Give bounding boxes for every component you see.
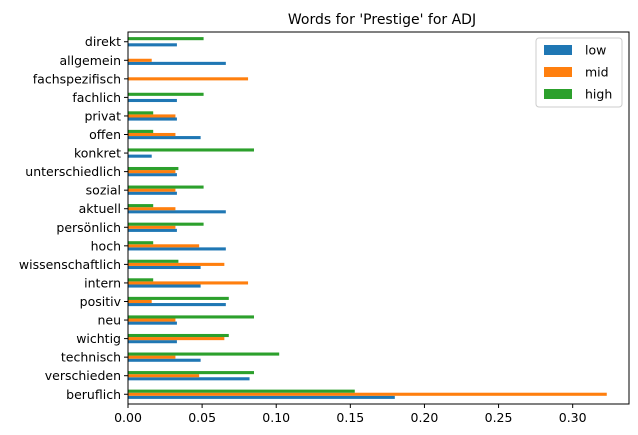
bar-low-fachlich	[128, 98, 177, 103]
bar-high-beruflich	[128, 389, 355, 393]
y-tick-label: neu	[97, 313, 121, 328]
bar-high-positiv	[128, 296, 229, 300]
y-tick-label: unterschiedlich	[25, 164, 121, 179]
y-tick-label: offen	[89, 127, 121, 142]
bar-low-offen	[128, 136, 201, 140]
plot-frame	[127, 31, 630, 405]
y-tick-label: verschieden	[45, 368, 121, 383]
y-tick-label: direkt	[85, 34, 121, 49]
y-tick-label: fachspezifisch	[33, 71, 121, 86]
y-tick-label: beruflich	[66, 387, 121, 402]
bar-low-privat	[128, 117, 177, 121]
bar-high-konkret	[128, 148, 254, 152]
bar-low-konkret	[128, 154, 152, 158]
legend-label-low: low	[585, 43, 606, 58]
x-tick-label: 0.05	[188, 410, 216, 425]
bar-low-hoch	[128, 247, 226, 251]
x-tick-label: 0.30	[559, 410, 587, 425]
bar-high-aktuell	[128, 204, 154, 208]
legend-swatch-low	[544, 45, 572, 55]
bar-mid-technisch	[128, 355, 176, 359]
x-tick-label: 0.25	[485, 410, 513, 425]
bar-low-persönlich	[128, 228, 177, 232]
bar-high-unterschiedlich	[128, 166, 179, 171]
bar-mid-fachspezifisch	[128, 77, 249, 81]
bar-mid-unterschiedlich	[128, 170, 176, 174]
bar-high-technisch	[128, 352, 280, 356]
bar-high-wichtig	[128, 333, 229, 338]
y-tick-label: sozial	[86, 183, 121, 198]
y-tick-label: aktuell	[79, 201, 121, 216]
bar-mid-persönlich	[128, 225, 176, 229]
bar-mid-allgemein	[128, 58, 152, 62]
y-axis: beruflich verschieden technisch wichtig neu p…	[19, 34, 128, 402]
bar-mid-wissenschaftlich	[128, 262, 225, 266]
bar-low-unterschiedlich	[128, 173, 177, 177]
y-tick-label: intern	[84, 275, 121, 290]
y-tick-label: konkret	[74, 146, 121, 161]
legend-label-mid: mid	[585, 65, 609, 80]
bar-low-verschieden	[128, 377, 250, 381]
bar-low-technisch	[128, 358, 201, 362]
x-tick-label: 0.00	[114, 410, 142, 425]
y-tick-label: wichtig	[76, 331, 121, 346]
y-tick-label: allgemein	[60, 53, 122, 68]
y-tick-label: privat	[84, 108, 121, 123]
legend: low mid high	[535, 37, 623, 108]
chart-title: Words for 'Prestige' for ADJ	[288, 12, 476, 28]
x-tick-label: 0.10	[262, 410, 290, 425]
y-tick-label: hoch	[91, 238, 121, 253]
y-tick-label: technisch	[61, 350, 121, 365]
bars-group	[128, 37, 607, 399]
legend-swatch-mid	[544, 67, 572, 77]
bar-low-sozial	[128, 191, 177, 195]
y-tick-label: persönlich	[56, 220, 121, 235]
y-tick-label: fachlich	[72, 90, 121, 105]
bar-mid-intern	[128, 281, 249, 285]
bar-mid-verschieden	[128, 374, 200, 378]
bar-high-sozial	[128, 185, 204, 189]
bar-mid-beruflich	[128, 392, 607, 396]
bar-mid-hoch	[128, 244, 200, 248]
bar-high-privat	[128, 111, 154, 115]
bar-high-offen	[128, 129, 154, 133]
bar-mid-wichtig	[128, 337, 225, 341]
bar-low-allgemein	[128, 61, 226, 65]
y-tick-label: positiv	[80, 294, 122, 309]
bar-low-positiv	[128, 303, 226, 307]
bar-low-direkt	[128, 43, 177, 47]
x-tick-label: 0.20	[411, 410, 439, 425]
bar-mid-offen	[128, 132, 176, 137]
bar-mid-neu	[128, 318, 176, 322]
bar-low-neu	[128, 321, 177, 325]
x-tick-label: 0.15	[336, 410, 364, 425]
bar-low-wissenschaftlich	[128, 265, 201, 270]
bar-high-persönlich	[128, 222, 204, 226]
bar-mid-aktuell	[128, 207, 176, 211]
x-axis: 0.00 0.05 0.10 0.15 0.20 0.25 0.30	[114, 404, 587, 425]
bar-high-direkt	[128, 37, 204, 41]
bar-low-beruflich	[128, 395, 395, 399]
bar-high-hoch	[128, 241, 154, 245]
bar-high-neu	[128, 315, 254, 319]
bar-low-wichtig	[128, 340, 177, 344]
bar-high-intern	[128, 278, 154, 282]
bar-high-wissenschaftlich	[128, 259, 179, 263]
bar-high-fachlich	[128, 92, 204, 96]
y-tick-label: wissenschaftlich	[19, 257, 121, 272]
legend-label-high: high	[585, 87, 612, 102]
bar-high-verschieden	[128, 371, 254, 375]
bar-mid-positiv	[128, 299, 152, 304]
bar-low-intern	[128, 284, 201, 288]
legend-swatch-high	[544, 89, 572, 99]
bar-mid-privat	[128, 114, 176, 118]
bar-low-aktuell	[128, 210, 226, 214]
bar-mid-sozial	[128, 188, 176, 192]
